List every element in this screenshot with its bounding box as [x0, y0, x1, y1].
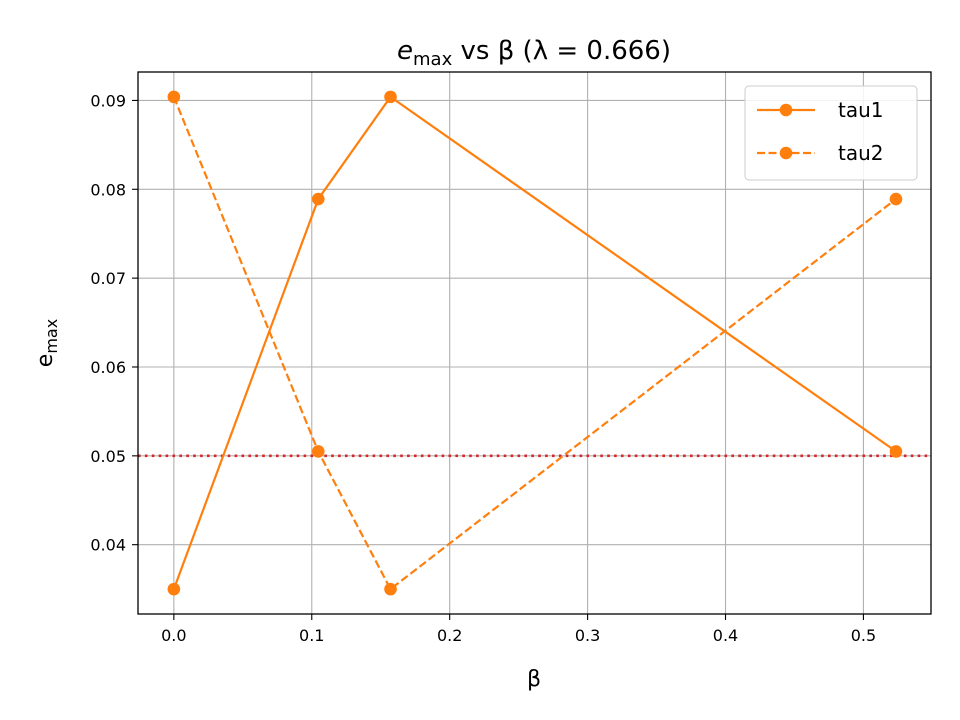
- series-group: [167, 90, 903, 596]
- y-tick-label: 0.06: [90, 358, 126, 377]
- series-line-tau1: [172, 95, 897, 590]
- legend-box: [744, 85, 918, 181]
- data-point-tau2: [889, 192, 903, 206]
- y-tick-label: 0.07: [90, 269, 126, 288]
- data-point-tau1: [889, 445, 903, 458]
- chart-title: emax vs β (λ = 0.666): [397, 36, 671, 70]
- y-axis-label-main: e: [33, 354, 58, 368]
- data-point-tau2: [311, 445, 325, 458]
- legend-label-tau2: tau2: [838, 141, 884, 165]
- data-point-tau2: [167, 90, 181, 104]
- x-tick-label: 0.2: [437, 626, 462, 645]
- y-tick-label: 0.08: [90, 180, 126, 199]
- data-point-tau2: [384, 582, 397, 596]
- x-tick-label: 0.3: [575, 626, 600, 645]
- x-tick-label: 0.1: [299, 626, 324, 645]
- data-point-tau1: [384, 90, 397, 104]
- series-line-tau2: [172, 96, 897, 591]
- data-point-tau1: [311, 192, 325, 206]
- y-tick-label: 0.04: [90, 536, 126, 555]
- legend-marker-tau2: [779, 146, 793, 160]
- y-tick-label: 0.05: [90, 447, 126, 466]
- plot-frame: [137, 71, 932, 615]
- title-main: e: [397, 36, 413, 66]
- legend-label-tau1: tau1: [838, 98, 884, 122]
- title-rest: vs β (λ = 0.666): [452, 36, 671, 66]
- y-axis-label: emax: [33, 319, 61, 367]
- title-subscript: max: [413, 49, 453, 70]
- y-tick-label: 0.09: [90, 91, 126, 110]
- y-axis-label-subscript: max: [42, 319, 61, 354]
- x-tick-label: 0.5: [851, 626, 876, 645]
- x-tick-label: 0.4: [713, 626, 738, 645]
- legend: tau1 tau2: [744, 85, 918, 181]
- x-tick-label: 0.0: [161, 626, 186, 645]
- x-axis-label: β: [527, 667, 541, 692]
- legend-marker-tau1: [779, 103, 793, 117]
- axis-ticks: 0.0 0.1 0.2 0.3 0.4 0.5 0.04 0.05 0.06 0.07 0.08 0.…: [90, 91, 876, 645]
- data-point-tau1: [167, 582, 181, 596]
